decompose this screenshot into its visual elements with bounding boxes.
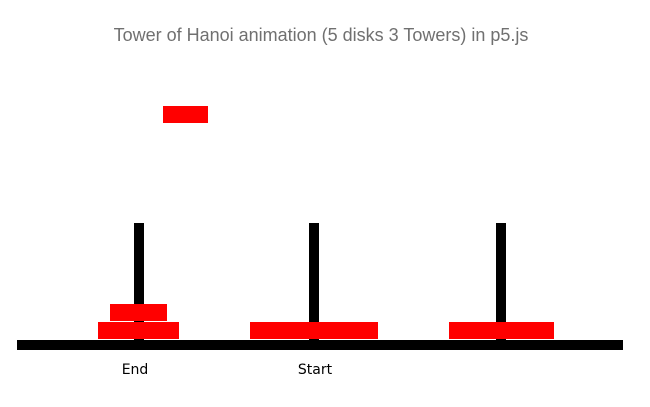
moving-disk xyxy=(163,106,208,123)
base-platform xyxy=(17,340,623,350)
disk-tower-1-top xyxy=(110,304,167,321)
disk-tower-3-bottom xyxy=(449,322,554,339)
pole-tower-3 xyxy=(496,223,506,340)
pole-tower-1 xyxy=(134,223,144,340)
pole-tower-2 xyxy=(309,223,319,340)
disk-tower-2-bottom xyxy=(250,322,378,339)
tower-1-label: End xyxy=(122,362,149,378)
disk-tower-1-bottom xyxy=(98,322,179,339)
tower-2-label: Start xyxy=(298,362,333,378)
page-title: Tower of Hanoi animation (5 disks 3 Towe… xyxy=(113,25,529,45)
